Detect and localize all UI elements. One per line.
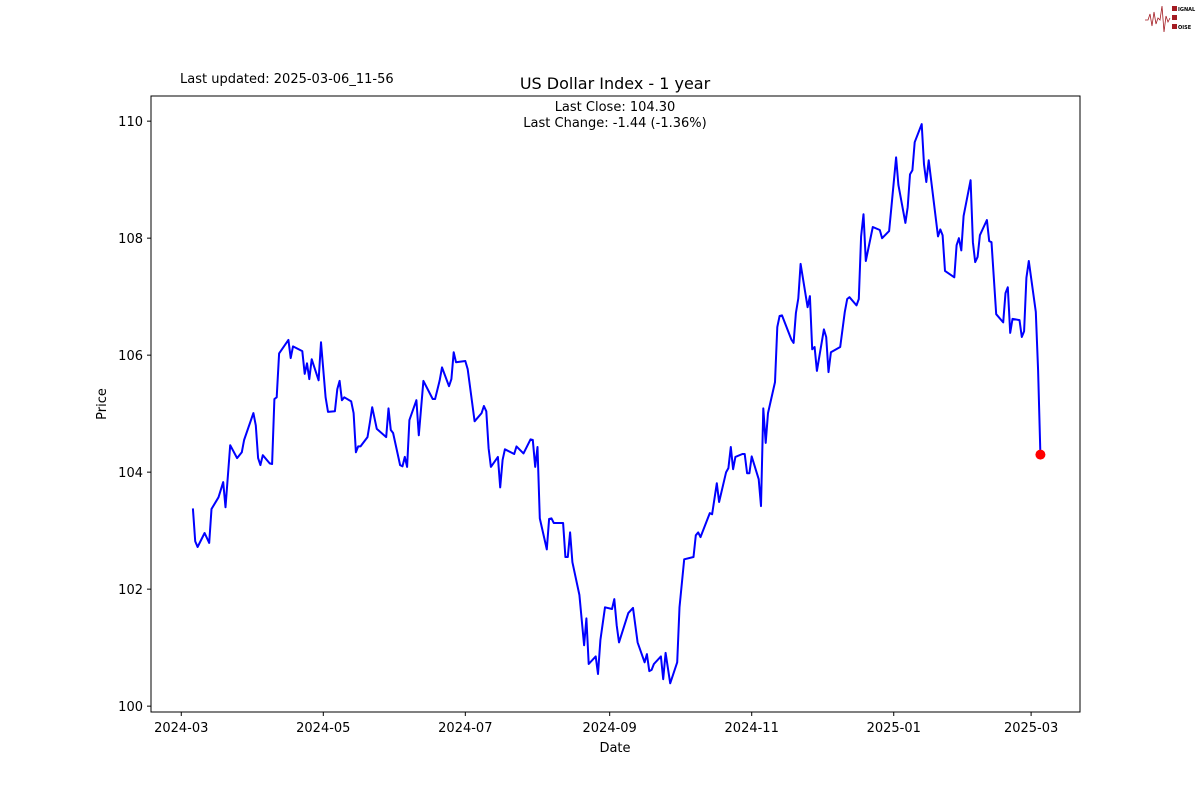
x-axis-label: Date bbox=[599, 741, 630, 756]
logo: IGNAL OISE bbox=[1145, 5, 1196, 33]
x-axis-ticks: 2024-03 2024-05 2024-07 2024-09 2024-11 2025-… bbox=[154, 712, 1058, 736]
y-tick-label: 102 bbox=[118, 583, 143, 598]
x-tick-label: 2024-03 bbox=[154, 721, 208, 736]
last-close-marker bbox=[1035, 449, 1046, 460]
logo-box-s bbox=[1172, 6, 1177, 11]
x-tick-label: 2024-07 bbox=[438, 721, 492, 736]
last-close-annotation: Last Close: 104.30 bbox=[555, 100, 676, 115]
x-tick-label: 2024-09 bbox=[583, 721, 637, 736]
x-tick-label: 2024-05 bbox=[296, 721, 350, 736]
x-tick-label: 2025-03 bbox=[1004, 721, 1058, 736]
y-axis-label: Price bbox=[95, 388, 110, 420]
y-tick-label: 110 bbox=[118, 115, 143, 130]
x-tick-label: 2025-01 bbox=[867, 721, 921, 736]
logo-box-2 bbox=[1172, 15, 1177, 20]
y-axis-ticks: 100 102 104 106 108 110 bbox=[118, 115, 151, 715]
plot-frame bbox=[150, 95, 1081, 713]
x-tick-label: 2024-11 bbox=[725, 721, 779, 736]
last-change-annotation: Last Change: -1.44 (-1.36%) bbox=[523, 116, 706, 131]
logo-box-n bbox=[1172, 24, 1177, 29]
chart-title: US Dollar Index - 1 year bbox=[520, 74, 711, 93]
logo-waveform bbox=[1145, 5, 1171, 33]
y-tick-label: 106 bbox=[118, 349, 143, 364]
svg-text:OISE: OISE bbox=[1178, 25, 1192, 31]
y-tick-label: 100 bbox=[118, 700, 143, 715]
series-line bbox=[191, 123, 1042, 685]
y-tick-label: 104 bbox=[118, 466, 143, 481]
svg-text:IGNAL: IGNAL bbox=[1178, 7, 1196, 13]
last-updated: Last updated: 2025-03-06_11-56 bbox=[180, 72, 394, 87]
y-tick-label: 108 bbox=[118, 232, 143, 247]
